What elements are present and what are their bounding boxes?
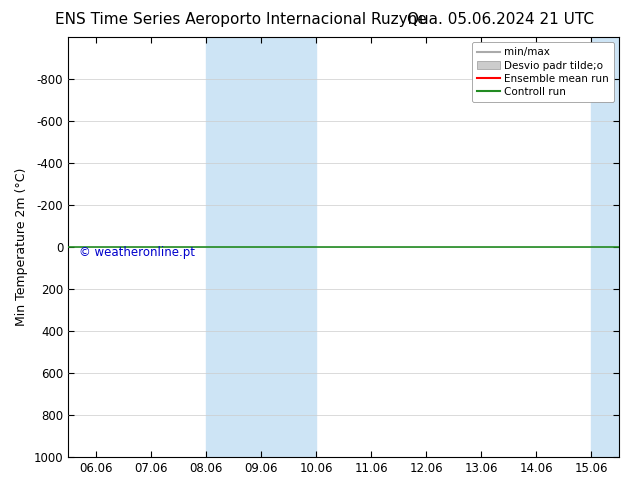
Text: Qua. 05.06.2024 21 UTC: Qua. 05.06.2024 21 UTC [408,12,594,27]
Bar [261,37,316,457]
Bar [206,37,261,457]
Legend: min/max, Desvio padr tilde;o, Ensemble mean run, Controll run: min/max, Desvio padr tilde;o, Ensemble m… [472,42,614,102]
Text: ENS Time Series Aeroporto Internacional Ruzyne: ENS Time Series Aeroporto Internacional … [55,12,427,27]
Bar [592,37,634,457]
Text: © weatheronline.pt: © weatheronline.pt [79,246,195,259]
Y-axis label: Min Temperature 2m (°C): Min Temperature 2m (°C) [15,168,28,326]
